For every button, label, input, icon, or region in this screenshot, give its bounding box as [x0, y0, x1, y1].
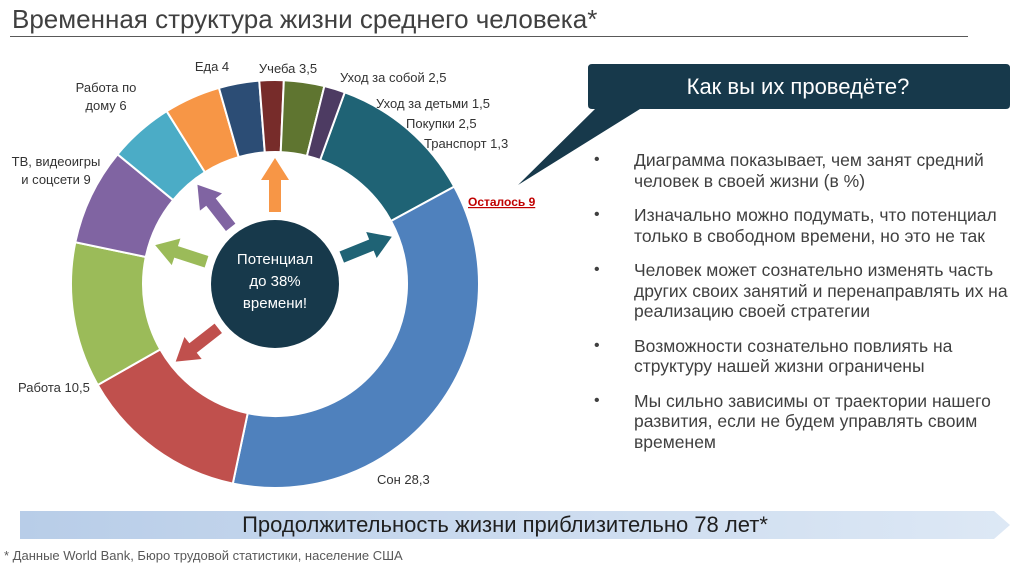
- center-label-line: до 38%: [249, 273, 300, 290]
- slice-label: Сон 28,3: [377, 472, 430, 487]
- direction-arrow: [155, 238, 209, 268]
- lifespan-banner: Продолжительность жизни приблизительно 7…: [242, 512, 768, 537]
- page-title: Временная структура жизни среднего челов…: [12, 4, 598, 34]
- bullet-dot: •: [594, 261, 600, 278]
- slice-label: Работа по дому 6: [76, 80, 137, 113]
- title-divider: [10, 36, 968, 37]
- slice-label: Уход за детьми 1,5: [376, 96, 490, 111]
- bullet-dot: •: [594, 391, 600, 409]
- callout-title: Как вы их проведёте?: [686, 74, 910, 99]
- donut-chart: Потенциал до 38% времени! Осталось 9 Сон 28…: [12, 59, 536, 489]
- center-label-line: времени!: [243, 295, 307, 312]
- center-circle: [211, 220, 339, 348]
- center-label-line: Потенциал: [237, 251, 313, 268]
- slice-label: Осталось 9: [468, 195, 536, 209]
- direction-arrow: [261, 158, 289, 212]
- bullet-item: • Диаграмма показывает, чем занят средний…: [594, 150, 984, 191]
- bullet-item: • Возможности сознательно повлиять на стр…: [594, 335, 953, 377]
- footnote: * Данные World Bank, Бюро трудовой стати…: [4, 548, 403, 563]
- bullet-dot: •: [594, 151, 600, 168]
- bullet-item: • Человек может сознательно изменять част…: [594, 260, 1008, 321]
- slice-10: [305, 84, 347, 162]
- slice-label: Транспорт 1,3: [424, 136, 508, 151]
- chart-labels: Осталось 9 Сон 28,3 Работа 10,5 ТВ, видеоиг…: [12, 59, 536, 487]
- slice-label: Работа 10,5: [18, 380, 90, 395]
- bullet-item: • Мы сильно зависимы от траектории нашего…: [594, 390, 991, 452]
- banner-arrow: [20, 511, 1010, 539]
- bullet-dot: •: [594, 206, 600, 223]
- chart-arrows: [155, 158, 392, 362]
- bullet-list: • Диаграмма показывает, чем занят средний…: [590, 150, 1010, 466]
- slice-label: Покупки 2,5: [406, 116, 477, 131]
- slice-label: Учеба 3,5: [259, 61, 317, 76]
- slice-label: Уход за собой 2,5: [340, 70, 446, 85]
- center-label: Потенциал до 38% времени!: [237, 251, 313, 312]
- bullet-dot: •: [594, 336, 600, 354]
- slice-label: ТВ, видеоигры и соцсети 9: [12, 154, 101, 187]
- slice-1: [231, 185, 480, 489]
- chart-slices: [70, 79, 480, 489]
- direction-arrow: [339, 232, 392, 263]
- direction-arrow: [197, 184, 236, 231]
- slice-label: Еда 4: [195, 59, 229, 74]
- bullet-item: • Изначально можно подумать, что потенциа…: [594, 205, 997, 246]
- direction-arrow: [175, 323, 222, 362]
